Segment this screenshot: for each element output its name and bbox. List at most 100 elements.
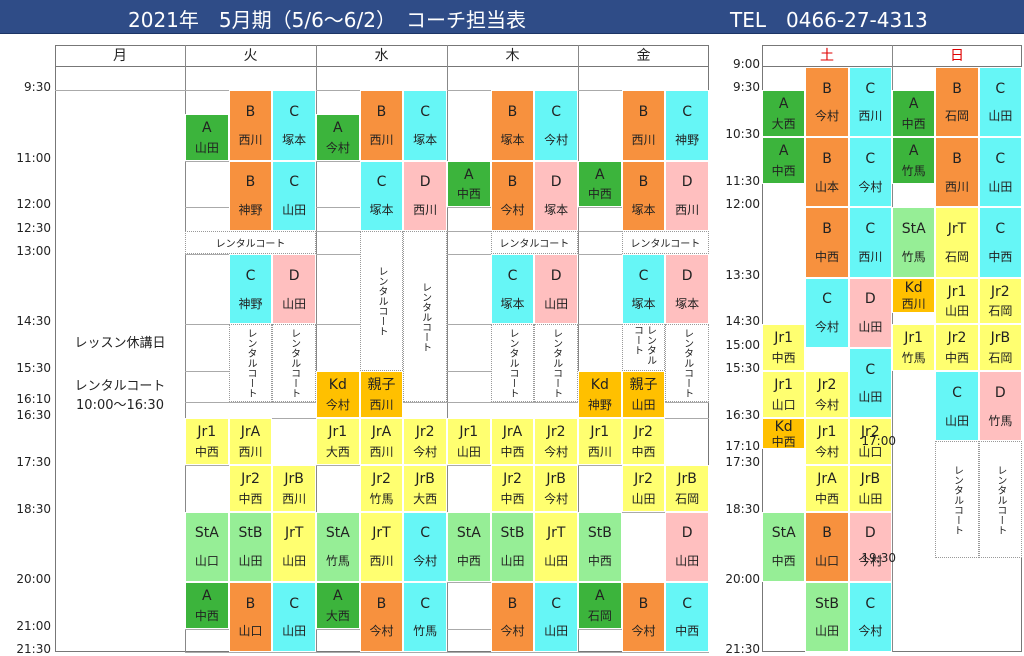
lesson-class: 親子 [629, 377, 658, 394]
lesson-coach: 中西 [587, 554, 612, 569]
rental-slot: レンタルコート [490, 324, 535, 403]
lesson-class: B [822, 525, 832, 542]
lesson-cell: JrB 大西 [403, 464, 447, 512]
lesson-class: JrT [372, 525, 391, 542]
rental-label: レンタルコート [951, 464, 963, 535]
row-line [185, 464, 709, 466]
lesson-cell: B 塚本 [490, 90, 535, 161]
lesson-coach: 西川 [238, 132, 263, 147]
lesson-coach: 山田 [988, 179, 1013, 194]
lesson-class: JrA [371, 423, 392, 440]
time-label: 21:30 [16, 642, 51, 656]
rental-slot: レンタルコート [490, 230, 578, 255]
lesson-class: C [420, 104, 431, 121]
lesson-cell: B 今村 [805, 67, 849, 138]
lesson-cell: Jr1 西川 [578, 418, 622, 465]
lesson-class: C [245, 267, 256, 284]
lesson-coach: 山田 [858, 390, 883, 405]
time-label: 17:30 [725, 454, 760, 469]
rental-slot: レンタルコート [621, 324, 666, 372]
lesson-cell: D 塚本 [534, 160, 578, 231]
lesson-coach: 中西 [771, 435, 796, 449]
rental-label: レンタルコート [419, 281, 431, 352]
lesson-coach: 竹馬 [369, 491, 394, 506]
lesson-cell: JrB 山田 [848, 464, 892, 512]
lesson-cell: B 西川 [935, 137, 979, 208]
time-label: 12:00 [16, 197, 51, 212]
lesson-cell: B 山口 [228, 581, 273, 652]
lesson-cell: StB 山田 [805, 581, 849, 652]
lesson-cell: C 西川 [848, 207, 892, 278]
closed-title: レッスン休講日 [74, 336, 166, 351]
rental-label: レンタルコート [288, 328, 300, 399]
lesson-class: Jr2 [634, 470, 653, 487]
lesson-coach: 山口 [771, 398, 796, 413]
lesson-cell: B 今村 [490, 581, 535, 652]
rental-slot: レンタルコート [665, 324, 709, 403]
lesson-cell: C 神野 [228, 254, 273, 325]
lesson-coach: 中西 [456, 554, 481, 569]
lesson-class: Jr2 [947, 330, 967, 347]
lesson-cell: A 中西 [578, 160, 622, 208]
lesson-class: Kd [774, 419, 793, 435]
time-label: 16:10 [16, 392, 51, 407]
lesson-cell: C 塚本 [272, 90, 316, 161]
lesson-cell: C 中西 [978, 207, 1022, 278]
day-header: 月 [55, 45, 185, 67]
lesson-cell: D 今村 [848, 511, 892, 582]
time-label: 13:30 [725, 267, 760, 282]
lesson-cell: Jr2 山口 [848, 418, 892, 465]
lesson-cell: A 竹馬 [892, 137, 936, 184]
lesson-class: StA [325, 525, 350, 542]
lesson-cell: Jr1 今村 [805, 418, 849, 465]
lesson-cell: B 石岡 [935, 67, 979, 138]
lesson-coach: 神野 [675, 132, 700, 147]
lesson-class: B [822, 150, 832, 167]
lesson-coach: 塚本 [369, 203, 394, 218]
lesson-class: Jr2 [503, 470, 522, 487]
lesson-class: JrT [284, 525, 304, 542]
lesson-cell: A 中西 [447, 160, 491, 208]
lesson-class: C [865, 80, 876, 97]
lesson-coach: 塚本 [500, 296, 525, 311]
lesson-cell: B 中西 [805, 207, 849, 278]
lesson-class: D [681, 267, 693, 284]
lesson-cell: Jr1 山口 [762, 371, 806, 418]
lesson-class: JrB [415, 470, 435, 487]
lesson-cell: B 西川 [621, 90, 666, 161]
time-label: 15:00 [725, 337, 760, 352]
lesson-class: A [908, 143, 919, 160]
lesson-cell: B 今村 [490, 160, 535, 231]
lesson-coach: 塚本 [631, 296, 656, 311]
lesson-cell: A 大西 [762, 90, 806, 138]
lesson-class: C [995, 150, 1006, 167]
lesson-coach: 山田 [456, 444, 481, 459]
time-label: 14:30 [725, 314, 760, 329]
time-label: 18:30 [725, 501, 760, 516]
day-header: 金 [578, 45, 709, 67]
lesson-class: Kd [328, 377, 347, 394]
lesson-cell: D 竹馬 [978, 371, 1022, 442]
lesson-class: D [419, 174, 431, 191]
lesson-cell: C 山田 [978, 67, 1022, 138]
lesson-cell: 親子 山田 [621, 371, 666, 418]
lesson-class: Jr1 [774, 330, 794, 347]
lesson-class: D [994, 384, 1006, 401]
lesson-class: JrA [502, 423, 523, 440]
lesson-class: C [289, 104, 300, 121]
lesson-class: Jr2 [372, 470, 391, 487]
lesson-coach: 塚本 [544, 203, 569, 218]
lesson-cell: JrA 西川 [228, 418, 273, 465]
lesson-class: B [822, 221, 832, 238]
lesson-coach: 塚本 [413, 132, 438, 147]
lesson-coach: 神野 [238, 203, 263, 218]
lesson-class: A [778, 143, 789, 160]
lesson-class: B [952, 150, 962, 167]
lesson-class: Jr1 [817, 423, 837, 440]
header-bar: 2021年 5月期（5/6～6/2） コーチ担当表 TEL 0466-27-43… [0, 0, 1024, 34]
lesson-cell: C 山田 [272, 160, 316, 231]
lesson-coach: 中西 [771, 554, 796, 569]
lesson-class: Jr2 [634, 423, 653, 440]
lesson-coach: 塚本 [282, 132, 307, 147]
lesson-coach: 西川 [587, 444, 612, 459]
